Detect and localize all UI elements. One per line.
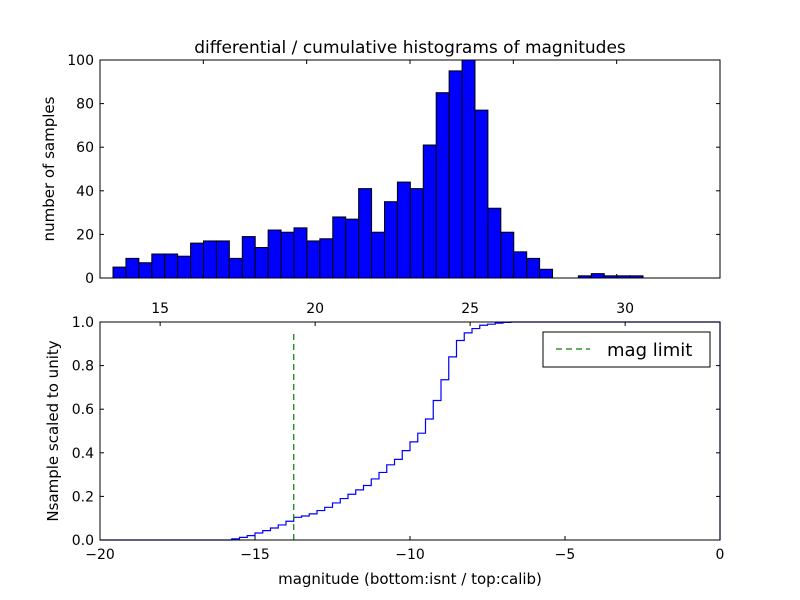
cumulative-x-ticks: −20 −15 −10 −5 0 xyxy=(85,536,724,563)
histogram-axes: 0 20 40 60 80 100 number of samples xyxy=(40,53,721,287)
histogram-bar xyxy=(461,59,476,279)
histogram-bar xyxy=(125,257,140,279)
histogram-bar xyxy=(241,236,256,279)
histogram-bar xyxy=(203,240,217,279)
histogram-bar xyxy=(358,188,373,279)
histogram-bar xyxy=(280,231,295,279)
y-tick-label: 0.4 xyxy=(72,446,94,462)
y-tick-label: 0 xyxy=(85,271,94,287)
top-x-tick-label: 30 xyxy=(616,301,634,317)
y-tick-label: 0.2 xyxy=(72,489,94,505)
histogram-bar xyxy=(228,257,243,279)
top-x-tick-label: 15 xyxy=(151,301,169,317)
top-x-tick-label: 25 xyxy=(461,301,479,317)
histogram-x-ticks xyxy=(202,60,618,278)
histogram-bar xyxy=(409,188,424,279)
x-tick-label: −5 xyxy=(555,547,576,563)
histogram-bar xyxy=(190,242,205,279)
histogram-bar xyxy=(474,109,489,279)
histogram-bar xyxy=(513,251,528,279)
histogram-bar xyxy=(151,253,166,279)
histogram-bar xyxy=(435,92,450,279)
histogram-bar xyxy=(215,240,230,279)
histogram-bar xyxy=(138,262,153,279)
y-tick-label: 20 xyxy=(76,227,94,243)
histogram-bar xyxy=(254,246,269,279)
x-tick-label: −10 xyxy=(395,547,425,563)
cumulative-y-label: Nsample scaled to unity xyxy=(44,340,62,521)
top-x-tick-label: 20 xyxy=(306,301,324,317)
cumulative-y-ticks: 0.0 0.2 0.4 0.6 0.8 1.0 xyxy=(72,315,720,549)
y-tick-label: 100 xyxy=(67,53,94,69)
x-tick-label: 0 xyxy=(716,547,725,563)
chart-title: differential / cumulative histograms of … xyxy=(194,38,626,58)
calib-top-ticks: 15 20 25 30 xyxy=(151,301,634,326)
histogram-bar xyxy=(177,255,192,279)
histogram-bar xyxy=(539,268,554,279)
y-tick-label: 60 xyxy=(76,140,94,156)
legend: mag limit xyxy=(542,331,711,368)
y-tick-label: 80 xyxy=(76,97,94,113)
histogram-bar xyxy=(396,181,411,279)
cumulative-axes: 0.0 0.2 0.4 0.6 0.8 1.0 −20 −15 −10 −5 0 15 20 25 30… xyxy=(44,301,724,588)
histogram-bar xyxy=(422,144,437,279)
histogram-bar xyxy=(293,227,308,279)
x-tick-label: −15 xyxy=(240,547,270,563)
histogram-bar xyxy=(526,257,541,279)
histogram-bar xyxy=(306,240,321,279)
histogram-y-label: number of samples xyxy=(40,96,58,241)
x-axis-label: magnitude (bottom:isnt / top:calib) xyxy=(278,570,542,588)
histogram-bar xyxy=(164,253,179,279)
y-tick-label: 0.6 xyxy=(72,402,94,418)
histogram-bar xyxy=(267,229,282,279)
histogram-bar xyxy=(448,70,463,279)
histogram-bar xyxy=(383,201,398,279)
histogram-bars xyxy=(112,59,644,279)
y-tick-label: 40 xyxy=(76,184,94,200)
histogram-bar xyxy=(590,273,605,279)
histogram-y-ticks: 0 20 40 60 80 100 xyxy=(67,53,720,287)
histogram-bar xyxy=(487,207,502,279)
histogram-bar xyxy=(332,216,347,279)
x-tick-label: −20 xyxy=(85,547,115,563)
y-tick-label: 0.8 xyxy=(72,359,94,375)
histogram-bar xyxy=(371,231,385,279)
histogram-bar xyxy=(112,266,127,279)
histogram-bar xyxy=(319,238,334,279)
histogram-bar xyxy=(345,218,360,279)
y-tick-label: 1.0 xyxy=(72,315,94,331)
legend-mag-limit-label: mag limit xyxy=(607,340,692,361)
histogram-bar xyxy=(500,231,515,279)
y-tick-label: 0.0 xyxy=(72,533,94,549)
cumulative-step-line xyxy=(100,321,721,541)
